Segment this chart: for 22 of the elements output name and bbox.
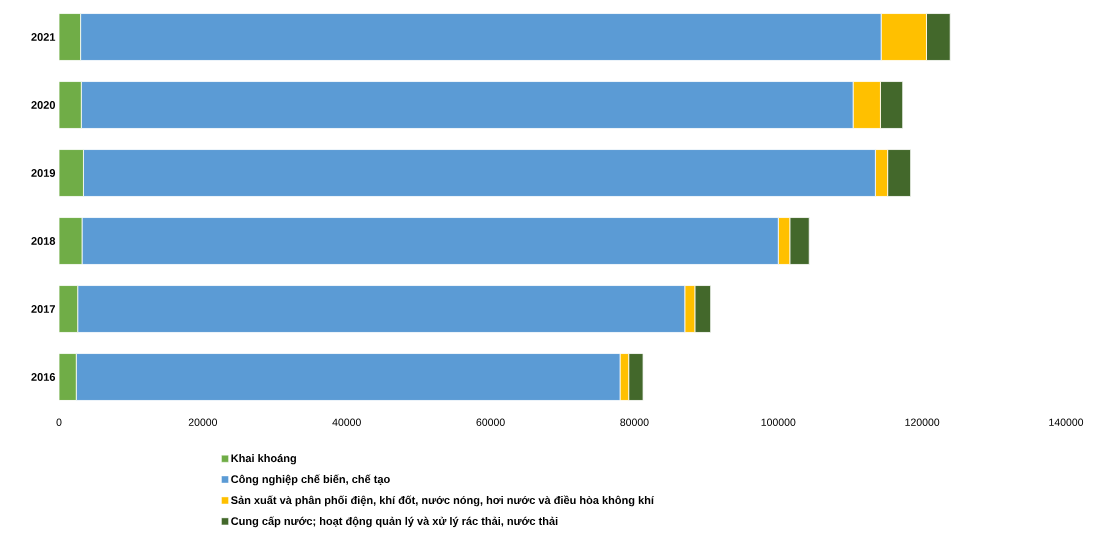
- y-tick-label: 2016: [31, 373, 56, 381]
- legend-label: Công nghiệp chế biến, chế tạo: [231, 474, 390, 486]
- legend-label: Khai khoáng: [231, 453, 296, 465]
- x-tick-label: 100000: [761, 418, 796, 426]
- x-tick-label: 20000: [188, 418, 218, 426]
- x-tick-label: 40000: [332, 418, 361, 426]
- y-tick-label: 2021: [31, 33, 56, 41]
- x-tick-label: 140000: [1049, 418, 1084, 426]
- y-tick-label: 2017: [31, 305, 55, 313]
- x-tick-label: 120000: [905, 418, 940, 426]
- legend-label: Cung cấp nước; hoạt động quản lý và xử lý rác thải, nước thải: [231, 516, 558, 528]
- y-tick-label: 2018: [31, 237, 56, 245]
- x-tick-label: 80000: [620, 418, 649, 426]
- bar: [59, 149, 84, 197]
- x-tick-label: 60000: [476, 418, 505, 426]
- bar: [59, 81, 82, 129]
- y-tick-label: 2019: [31, 169, 56, 177]
- x-tick-label: 0: [56, 418, 62, 426]
- legend-label: Sản xuất và phân phối điện, khí đốt, nước nóng, hơi nước và điều hòa không khí: [231, 495, 655, 507]
- bar: [59, 353, 77, 401]
- bar: [59, 13, 81, 61]
- y-tick-label: 2020: [31, 101, 56, 109]
